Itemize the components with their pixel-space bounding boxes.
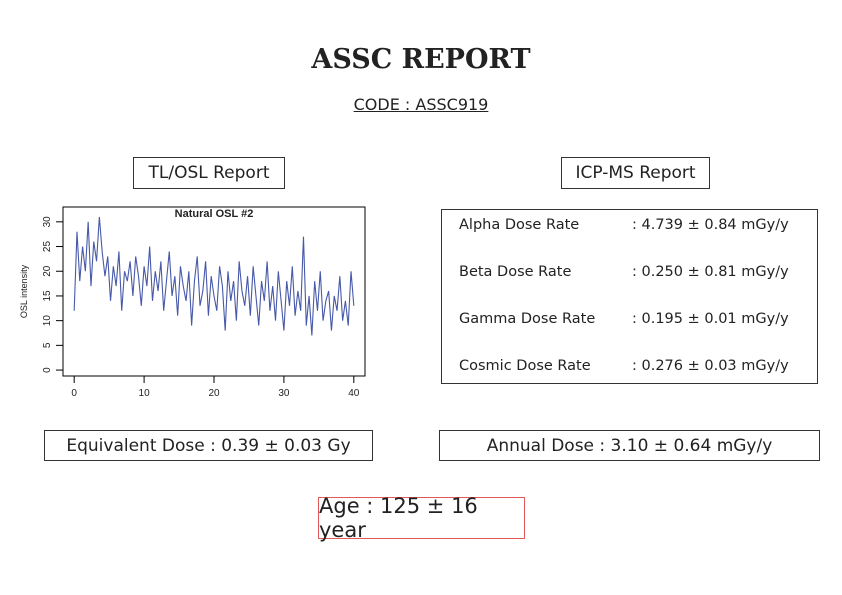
dose-label: Cosmic Dose Rate xyxy=(459,358,591,374)
osl-line xyxy=(73,216,355,336)
y-axis-label: OSL intensity xyxy=(19,264,29,318)
x-tick-label: 20 xyxy=(208,388,220,399)
section-heading: TL/OSL Report xyxy=(133,157,285,189)
plot-frame xyxy=(62,206,366,377)
age-result: Age : 125 ± 16 year xyxy=(318,494,525,542)
x-tick-label: 10 xyxy=(139,388,151,399)
dose-label: Beta Dose Rate xyxy=(459,264,572,280)
y-tick-label: 5 xyxy=(42,342,53,348)
dose-value: : 0.250 ± 0.81 mGy/y xyxy=(632,264,789,280)
y-tick-label: 10 xyxy=(42,315,53,327)
report-title: ASSC REPORT xyxy=(311,44,531,75)
dose-value: : 4.739 ± 0.84 mGy/y xyxy=(632,217,789,233)
osl-chart: Natural OSL #2 OSL intensity 0 5 10 15 20 25 30 0… xyxy=(19,206,366,399)
annual-dose: Annual Dose : 3.10 ± 0.64 mGy/y xyxy=(439,430,820,461)
dose-value: : 0.195 ± 0.01 mGy/y xyxy=(632,311,789,327)
dose-label: Gamma Dose Rate xyxy=(459,311,596,327)
chart-title: Natural OSL #2 xyxy=(175,208,254,220)
equivalent-dose: Equivalent Dose : 0.39 ± 0.03 Gy xyxy=(44,430,373,461)
x-tick-label: 30 xyxy=(278,388,290,399)
section-heading: ICP-MS Report xyxy=(561,157,710,189)
dose-label: Alpha Dose Rate xyxy=(459,217,580,233)
x-tick-label: 40 xyxy=(348,388,360,399)
x-tick-label: 0 xyxy=(71,388,77,399)
dose-value: : 0.276 ± 0.03 mGy/y xyxy=(632,358,789,374)
y-tick-label: 15 xyxy=(42,290,53,302)
y-tick-label: 25 xyxy=(42,241,53,253)
y-tick-label: 30 xyxy=(42,216,53,228)
dose-table: Alpha Dose Rate : 4.739 ± 0.84 mGy/y Beta … xyxy=(441,209,818,384)
y-tick-label: 0 xyxy=(42,367,53,373)
y-tick-label: 20 xyxy=(42,265,53,277)
report-code: CODE : ASSC919 xyxy=(353,95,489,114)
